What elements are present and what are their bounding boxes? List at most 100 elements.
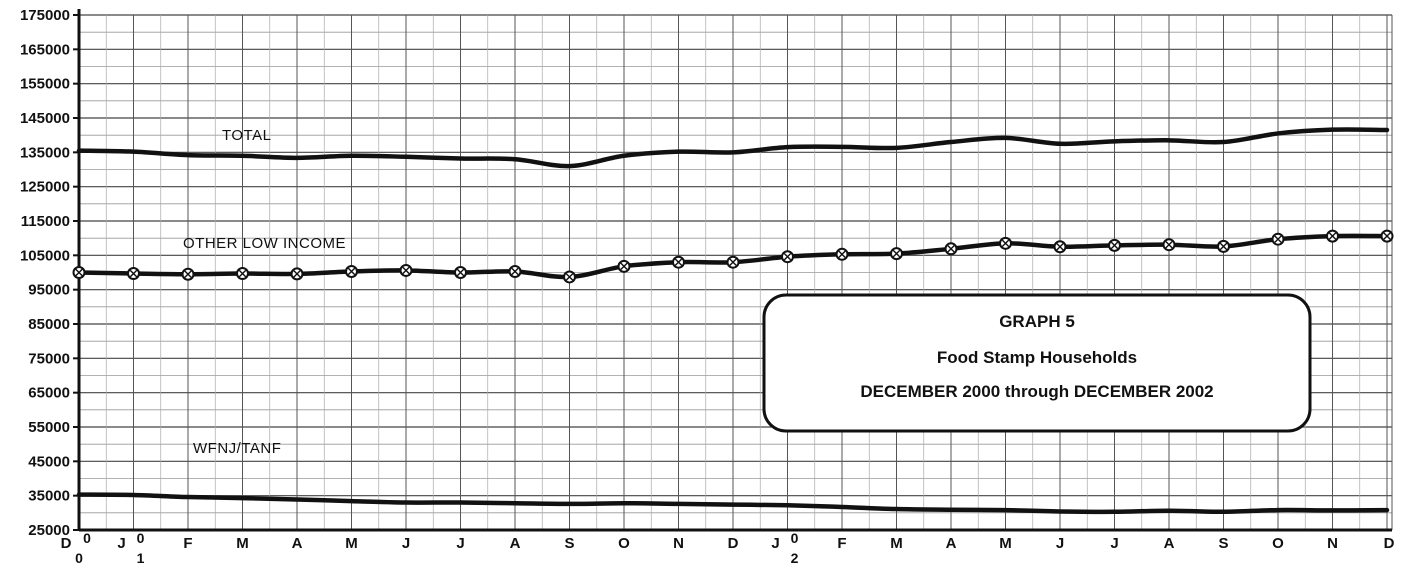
data-point-cross — [293, 270, 301, 278]
data-point-cross — [347, 267, 356, 276]
data-point-other-low-income — [1380, 229, 1394, 243]
data-point-other-low-income — [781, 250, 794, 264]
data-point-other-low-income — [835, 247, 849, 261]
x-tick-label: M — [999, 535, 1012, 552]
data-point-cross — [402, 266, 410, 275]
x-tick-label: S — [1218, 535, 1228, 552]
data-point-other-low-income — [1271, 232, 1285, 246]
data-point-cross — [238, 269, 247, 278]
x-tick-label: J — [1110, 535, 1118, 552]
y-tick-label: 165000 — [20, 41, 70, 58]
data-point-cross — [184, 270, 192, 278]
data-point-other-low-income — [72, 266, 86, 279]
x-tick-label: A — [292, 535, 303, 552]
x-tick-label: M — [890, 535, 903, 552]
data-point-cross — [1328, 232, 1337, 240]
data-point-cross — [1165, 240, 1173, 249]
data-point-other-low-income — [672, 255, 685, 269]
x-tick-label: J — [402, 535, 410, 552]
series-group — [72, 127, 1394, 515]
data-point-cross — [729, 258, 737, 266]
y-tick-label: 55000 — [28, 419, 70, 436]
data-point-cross — [1056, 243, 1064, 251]
data-point-other-low-income — [1053, 240, 1067, 254]
data-point-cross — [456, 268, 465, 277]
x-tick-label: A — [510, 535, 521, 552]
x-tick-label: F — [837, 535, 846, 552]
x-year-label: 0 — [791, 530, 799, 546]
data-point-cross — [1219, 242, 1228, 251]
data-point-other-low-income — [399, 263, 413, 277]
x-tick-label: D — [1384, 535, 1395, 552]
x-year-label: 0 — [75, 550, 83, 566]
data-point-cross — [947, 245, 955, 253]
data-point-cross — [783, 253, 792, 261]
data-point-cross — [838, 250, 846, 258]
x-tick-label: N — [673, 535, 684, 552]
x-year-label: 2 — [791, 550, 799, 566]
y-tick-label: 115000 — [21, 213, 70, 230]
data-point-other-low-income — [181, 267, 195, 281]
data-point-other-low-income — [617, 259, 631, 273]
x-year-label: 1 — [137, 550, 145, 566]
chart-title: GRAPH 5 — [999, 312, 1075, 331]
x-tick-label: J — [456, 535, 464, 552]
y-tick-label: 65000 — [28, 385, 70, 402]
data-point-cross — [75, 268, 83, 277]
data-point-other-low-income — [1108, 238, 1121, 252]
data-point-cross — [1001, 239, 1010, 248]
y-tick-label: 25000 — [28, 522, 70, 539]
data-point-cross — [1110, 241, 1119, 250]
y-tick-label: 125000 — [20, 179, 70, 196]
data-point-other-low-income — [345, 264, 358, 278]
x-tick-label: D — [61, 535, 72, 552]
data-point-cross — [620, 262, 628, 271]
data-point-cross — [565, 273, 574, 281]
data-point-other-low-income — [890, 247, 903, 261]
y-tick-label: 105000 — [20, 247, 70, 264]
data-point-cross — [674, 258, 683, 266]
x-tick-label: J — [771, 535, 779, 552]
x-tick-label: M — [345, 535, 358, 552]
data-point-other-low-income — [999, 236, 1012, 250]
series-label-wfnj-tanf: WFNJ/TANF — [193, 440, 281, 457]
chart-subtitle: Food Stamp Households — [937, 348, 1137, 367]
data-point-other-low-income — [1217, 239, 1230, 253]
data-point-other-low-income — [1326, 229, 1339, 243]
y-tick-label: 175000 — [20, 7, 70, 24]
data-point-cross — [1383, 232, 1391, 240]
y-tick-label: 95000 — [28, 282, 70, 299]
title-box: GRAPH 5 Food Stamp Households DECEMBER 2… — [762, 293, 1312, 433]
data-point-cross — [892, 249, 901, 258]
y-tick-label: 75000 — [28, 350, 70, 367]
y-tick-label: 85000 — [28, 316, 70, 333]
x-tick-label: J — [117, 535, 125, 552]
data-point-other-low-income — [290, 267, 304, 281]
series-label-other-low-income: OTHER LOW INCOME — [183, 235, 346, 252]
data-point-cross — [1274, 235, 1282, 243]
series-label-total: TOTAL — [222, 127, 271, 144]
y-tick-label: 35000 — [28, 488, 70, 505]
y-tick-label: 45000 — [28, 453, 70, 470]
series-line-wfnj-tanf — [76, 492, 1390, 515]
data-point-other-low-income — [1162, 238, 1176, 252]
data-point-cross — [511, 267, 519, 276]
x-tick-label: A — [946, 535, 957, 552]
x-tick-label: J — [1056, 535, 1064, 552]
y-axis: 25000 35000 45000 55000 65000 75000 85000 95000… — [20, 7, 81, 539]
x-tick-label: M — [236, 535, 249, 552]
x-tick-label: D — [728, 535, 739, 552]
x-tick-label: N — [1327, 535, 1338, 552]
x-tick-label: O — [1272, 535, 1284, 552]
series-line-total — [76, 127, 1390, 169]
y-tick-label: 135000 — [20, 144, 70, 161]
x-tick-label: F — [183, 535, 192, 552]
data-point-other-low-income — [236, 267, 249, 281]
x-year-label: 0 — [137, 530, 145, 546]
data-point-other-low-income — [944, 242, 958, 256]
chart-period: DECEMBER 2000 through DECEMBER 2002 — [860, 382, 1213, 401]
data-point-other-low-income — [508, 264, 522, 278]
